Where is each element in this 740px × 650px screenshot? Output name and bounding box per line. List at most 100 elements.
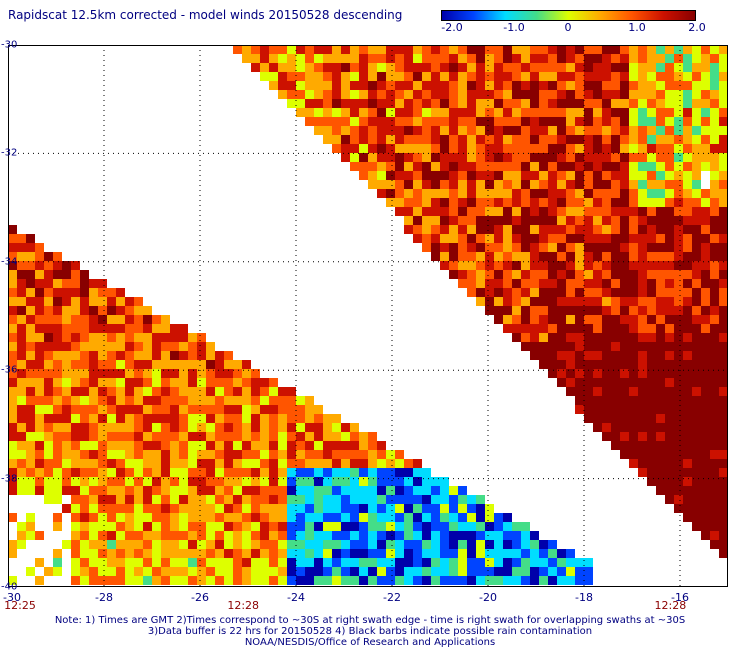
- wind-cell-343: [539, 99, 548, 108]
- wind-cell-1061: [17, 261, 26, 270]
- wind-cell-1103: [35, 270, 44, 279]
- wind-cell-1684: [26, 387, 35, 396]
- wind-cell-1292: [575, 306, 584, 315]
- wind-cell-2083: [287, 450, 296, 459]
- wind-cell-2398: [98, 504, 107, 513]
- wind-cell-1999: [26, 441, 35, 450]
- wind-cell-1935: [665, 423, 674, 432]
- wind-cell-1239: [485, 297, 494, 306]
- wind-cell-2478: [314, 513, 323, 522]
- wind-cell-1071: [467, 261, 476, 270]
- wind-cell-1258: [656, 297, 665, 306]
- wind-cell-1589: [44, 369, 53, 378]
- wind-cell-42: [611, 45, 620, 54]
- wind-cell-1850: [143, 414, 152, 423]
- wind-cell-1778: [683, 396, 692, 405]
- wind-cell-2418: [278, 504, 287, 513]
- wind-cell-2288: [80, 486, 89, 495]
- wind-cell-1397: [719, 324, 728, 333]
- wind-cell-554: [368, 144, 377, 153]
- wind-cell-2523: [206, 522, 215, 531]
- wind-cell-1230: [71, 297, 80, 306]
- wind-cell-115: [305, 63, 314, 72]
- wind-cell-1067: [71, 261, 80, 270]
- wind-cell-901: [665, 216, 674, 225]
- wind-cell-100: [647, 54, 656, 63]
- wind-cell-995: [494, 243, 503, 252]
- wind-cell-1355: [26, 324, 35, 333]
- wind-cell-2601: [386, 531, 395, 540]
- wind-cell-2596: [341, 531, 350, 540]
- wind-cell-507: [341, 135, 350, 144]
- wind-cell-2053: [17, 450, 26, 459]
- wind-cell-2591: [296, 531, 305, 540]
- wind-cell-329: [413, 99, 422, 108]
- wind-cell-1858: [215, 414, 224, 423]
- wind-cell-756: [710, 180, 719, 189]
- wind-cell-415: [332, 117, 341, 126]
- wind-cell-860: [620, 207, 629, 216]
- wind-cell-1305: [692, 306, 701, 315]
- wind-cell-1197: [494, 288, 503, 297]
- wind-cell-884: [512, 216, 521, 225]
- wind-cell-2426: [350, 504, 359, 513]
- wind-cell-466: [377, 126, 386, 135]
- wind-cell-840: [440, 207, 449, 216]
- wind-cell-1715: [575, 387, 584, 396]
- wind-cell-2838: [395, 567, 404, 576]
- wind-cell-2858: [575, 567, 584, 576]
- wind-cell-2177: [116, 468, 125, 477]
- wind-cell-2306: [242, 486, 251, 495]
- wind-cell-1386: [620, 324, 629, 333]
- wind-cell-2397: [89, 504, 98, 513]
- wind-cell-1885: [701, 414, 710, 423]
- wind-cell-1836: [17, 414, 26, 423]
- wind-cell-2527: [242, 522, 251, 531]
- wind-cell-606: [449, 153, 458, 162]
- wind-cell-382: [458, 108, 467, 117]
- wind-cell-1265: [719, 297, 728, 306]
- wind-cell-1227: [44, 297, 53, 306]
- wind-cell-855: [575, 207, 584, 216]
- wind-cell-812: [521, 198, 530, 207]
- wind-cell-676: [701, 162, 710, 171]
- wind-cell-2780: [422, 558, 431, 567]
- wind-cell-385: [485, 108, 494, 117]
- wind-cell-942: [701, 225, 710, 234]
- wind-cell-913: [440, 225, 449, 234]
- wind-cell-2769: [323, 558, 332, 567]
- wind-cell-1375: [521, 324, 530, 333]
- wind-cell-2560: [701, 522, 710, 531]
- wind-cell-2747: [125, 558, 134, 567]
- wind-cell-517: [431, 135, 440, 144]
- wind-cell-282: [431, 90, 440, 99]
- wind-cell-468: [395, 126, 404, 135]
- wind-cell-2076: [224, 450, 233, 459]
- wind-cell-1522: [593, 351, 602, 360]
- wind-cell-776: [539, 189, 548, 198]
- wind-cell-2316: [332, 486, 341, 495]
- wind-cell-2132: [224, 459, 233, 468]
- wind-cell-807: [476, 198, 485, 207]
- colorbar-label-zero: 0: [564, 21, 572, 34]
- wind-cell-44: [629, 45, 638, 54]
- wind-cell-2101: [665, 450, 674, 459]
- wind-cell-1817: [314, 405, 323, 414]
- wind-cell-1474: [584, 342, 593, 351]
- wind-cell-1423: [539, 333, 548, 342]
- wind-cell-1641: [80, 378, 89, 387]
- wind-cell-1807: [224, 405, 233, 414]
- wind-cell-1925: [341, 423, 350, 432]
- wind-cell-2391: [701, 495, 710, 504]
- wind-cell-2748: [134, 558, 143, 567]
- wind-cell-544: [674, 135, 683, 144]
- wind-cell-2873: [170, 576, 179, 585]
- wind-cell-2424: [332, 504, 341, 513]
- wind-cell-1295: [602, 306, 611, 315]
- wind-cell-861: [629, 207, 638, 216]
- wind-cell-1651: [170, 378, 179, 387]
- wind-cell-619: [566, 153, 575, 162]
- wind-cell-2487: [395, 513, 404, 522]
- wind-cell-2724: [449, 549, 458, 558]
- wind-cell-2004: [71, 441, 80, 450]
